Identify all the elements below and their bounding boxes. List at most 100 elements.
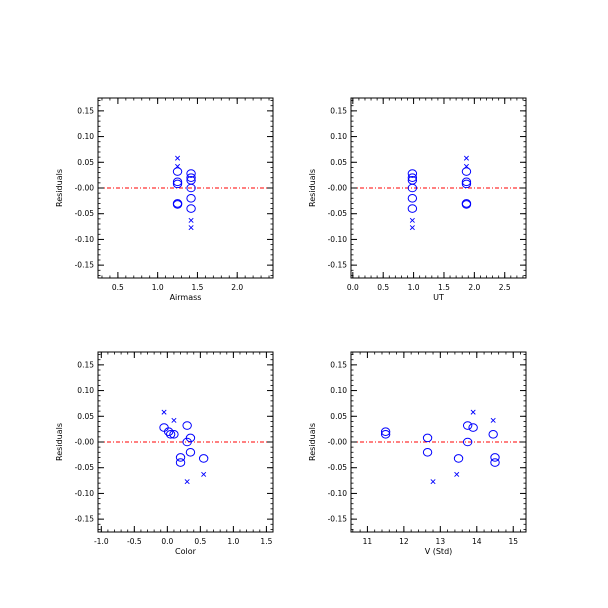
y-tick-label: -0.15: [75, 261, 95, 270]
data-point-circle: [407, 169, 418, 178]
panel-vstd: 11 12 13 14 15 -0.15 -0.10 -0.05 -0.00 0.05 0.10 0.…: [308, 351, 527, 556]
data-point-circle: [182, 421, 192, 430]
y-tick-label: -0.00: [328, 438, 348, 447]
y-tick-label: 0.05: [77, 412, 94, 421]
y-tick-label: 0.10: [330, 386, 347, 395]
x-tick-label: 2.5: [499, 283, 511, 292]
data-point-x: [201, 471, 207, 477]
data-point-x: [490, 417, 496, 423]
x-marker-stroke: [171, 417, 177, 423]
data-point-circle: [169, 429, 179, 439]
x-marker-stroke: [184, 479, 190, 485]
x-tick-label: 1.5: [260, 537, 272, 546]
x-tick-label: -1.0: [94, 537, 109, 546]
data-point-circle: [490, 453, 500, 462]
data-point-circle: [407, 193, 418, 203]
data-point-circle: [461, 167, 472, 176]
y-tick-label: -0.10: [328, 489, 348, 498]
y-tick-label: 0.05: [77, 158, 94, 167]
x-marker-stroke: [188, 225, 194, 231]
x-tick-label: 11: [363, 537, 373, 546]
data-point-circle: [422, 433, 433, 443]
data-point-circle: [468, 423, 478, 432]
x-marker-stroke: [454, 471, 460, 477]
y-tick-label: 0.15: [330, 106, 347, 115]
y-axis-title: Residuals: [55, 423, 64, 461]
data-point-circle: [461, 177, 472, 187]
y-tick-label: -0.05: [75, 463, 95, 472]
data-point-circle: [172, 167, 183, 176]
y-tick-label: -0.05: [328, 209, 348, 218]
data-point-circle: [175, 458, 186, 467]
y-tick-label: 0.10: [77, 132, 94, 141]
data-point-circle: [488, 429, 498, 439]
x-marker-stroke: [470, 409, 476, 415]
y-tick-label: 0.15: [77, 360, 94, 369]
y-tick-label: -0.05: [328, 463, 348, 472]
x-tick-label: 1.0: [152, 283, 164, 292]
x-tick-label: 0.0: [347, 283, 359, 292]
data-point-circle: [453, 454, 464, 463]
data-point-circle: [198, 454, 209, 463]
data-point-circle: [380, 427, 391, 437]
x-marker-stroke: [175, 155, 181, 161]
data-point-circle: [172, 179, 183, 189]
y-tick-label: -0.15: [75, 515, 95, 524]
x-tick-label: 1.0: [408, 283, 420, 292]
y-tick-label: -0.15: [328, 261, 348, 270]
data-point-circle: [407, 204, 418, 213]
x-tick-label: -0.5: [127, 537, 142, 546]
x-tick-label: 1.0: [227, 537, 239, 546]
panel-color: -1.0 -0.5 0.0 0.5 1.0 1.5 -0.15 -0.10 -0.05 -0.00…: [55, 351, 274, 556]
x-tick-label: 0.5: [112, 283, 124, 292]
data-point-circle: [185, 433, 196, 443]
data-point-x: [463, 155, 469, 161]
y-tick-label: -0.10: [75, 235, 95, 244]
data-point-circle: [186, 204, 196, 213]
data-point-circle: [461, 200, 472, 209]
x-axis-title: UT: [433, 293, 444, 302]
data-point-x: [463, 163, 469, 169]
y-axis-title: Residuals: [308, 169, 317, 207]
y-tick-label: -0.05: [75, 209, 95, 218]
data-point-circle: [165, 429, 176, 439]
x-marker-stroke: [175, 163, 181, 169]
y-tick-label: 0.10: [77, 386, 94, 395]
y-tick-label: 0.10: [330, 132, 347, 141]
data-point-x: [188, 217, 194, 223]
data-point-circle: [490, 458, 500, 467]
data-point-circle: [407, 173, 418, 183]
x-marker-stroke: [161, 409, 167, 415]
x-axis-title: Color: [175, 547, 197, 556]
y-tick-label: -0.10: [75, 489, 95, 498]
panel-airmass: 0.5 1.0 1.5 2.0 -0.15 -0.10 -0.05 -0.00 0.05 0.10…: [55, 97, 274, 302]
x-marker-stroke: [430, 479, 436, 485]
data-point-circle: [172, 177, 183, 187]
data-point-x: [454, 471, 460, 477]
x-tick-label: 13: [436, 537, 446, 546]
data-point-circle: [186, 173, 196, 183]
y-tick-label: -0.15: [328, 515, 348, 524]
x-marker-stroke: [188, 217, 194, 223]
data-point-x: [175, 155, 181, 161]
y-tick-label: 0.05: [330, 158, 347, 167]
x-marker-stroke: [409, 217, 415, 223]
x-tick-label: 12: [399, 537, 409, 546]
y-tick-label: -0.10: [328, 235, 348, 244]
x-marker-stroke: [409, 225, 415, 231]
data-point-circle: [461, 179, 472, 189]
data-point-circle: [380, 429, 391, 439]
data-point-x: [470, 409, 476, 415]
data-point-x: [184, 479, 190, 485]
x-marker-stroke: [490, 417, 496, 423]
data-point-circle: [163, 427, 174, 437]
data-point-circle: [172, 200, 183, 209]
data-point-circle: [175, 453, 186, 462]
data-point-x: [161, 409, 167, 415]
y-tick-label: -0.00: [75, 184, 95, 193]
data-point-x: [430, 479, 436, 485]
data-point-circle: [407, 183, 418, 193]
x-tick-label: 1.5: [191, 283, 203, 292]
